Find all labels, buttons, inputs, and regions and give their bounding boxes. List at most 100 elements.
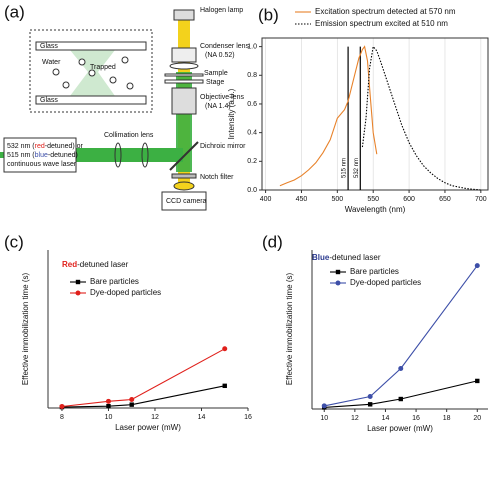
chart-title: Blue-detuned laser xyxy=(312,253,381,262)
x-axis-label: Laser power (mW) xyxy=(115,423,181,432)
chart-panel: (b) 400 450 500 550 600 650 700 0.0 0.2 0.4 0.6 0.8 1… xyxy=(227,5,489,214)
laser-beam xyxy=(75,148,183,162)
y-tick-label: 0.6 xyxy=(247,101,257,108)
component-label: Stage xyxy=(206,79,224,86)
x-tick-label: 550 xyxy=(367,196,379,203)
component-label: Halogen lamp xyxy=(200,7,243,14)
panel-label: (c) xyxy=(4,232,24,251)
camera xyxy=(161,191,207,211)
laser-label-part: blue xyxy=(35,152,48,159)
y-tick-label: 1.0 xyxy=(247,43,257,50)
component-label: (NA 1.4) xyxy=(205,103,231,110)
chart-title-part: -detuned laser xyxy=(77,260,128,269)
x-tick-label: 16 xyxy=(412,415,420,422)
collimation-lens xyxy=(141,142,149,168)
component-label: (NA 0.52) xyxy=(205,52,235,59)
lens xyxy=(169,62,199,70)
data-point xyxy=(129,402,134,407)
x-tick-label: 10 xyxy=(105,414,113,421)
panel-label: (b) xyxy=(258,5,279,24)
legend-marker xyxy=(335,269,341,275)
y-axis-label: Effective immobilization time (s) xyxy=(21,273,30,386)
chart-title-part: Red xyxy=(62,260,77,269)
laser-label-part: 515 nm ( xyxy=(7,152,35,159)
data-point xyxy=(321,403,327,409)
x-tick-label: 18 xyxy=(443,415,451,422)
data-point xyxy=(129,396,135,402)
panel-label: (d) xyxy=(262,232,283,251)
component-label: Notch filter xyxy=(200,174,234,181)
stage xyxy=(164,79,204,84)
legend-marker xyxy=(335,280,341,286)
data-point xyxy=(367,402,373,407)
legend-label: Dye-doped particles xyxy=(90,288,161,297)
legend-label: Dye-doped particles xyxy=(350,278,421,287)
component-label: Dichroic mirror xyxy=(200,143,246,150)
chart-title-part: Blue xyxy=(312,253,330,262)
series-line xyxy=(324,265,478,407)
y-axis-label: Effective immobilization time (s) xyxy=(285,273,294,386)
inset-label: Glass xyxy=(40,43,58,50)
x-tick-label: 14 xyxy=(198,414,206,421)
data-point xyxy=(105,398,111,404)
series-line xyxy=(279,45,378,187)
data-point xyxy=(474,263,480,269)
x-tick-label: 450 xyxy=(296,196,308,203)
legend-marker xyxy=(75,279,81,285)
particles xyxy=(52,56,134,90)
laser-label-part: continuous wave laser xyxy=(7,161,77,168)
x-tick-label: 14 xyxy=(382,415,390,422)
x-tick-label: 16 xyxy=(244,414,252,421)
glass-slab xyxy=(35,41,147,51)
data-point xyxy=(367,394,373,400)
x-axis-label: Wavelength (nm) xyxy=(345,205,406,214)
laser-label-part: -detuned) or xyxy=(45,143,84,150)
series-line xyxy=(61,348,225,408)
sample xyxy=(164,73,204,77)
laser-label-part: 532 nm ( xyxy=(7,143,35,150)
laser-label: 532 nm (red-detuned) or 515 nm (blue-detu… xyxy=(7,143,84,168)
x-tick-label: 10 xyxy=(320,415,328,422)
camera-lens xyxy=(173,181,195,191)
collimation-lens xyxy=(114,142,122,168)
x-tick-label: 400 xyxy=(260,196,272,203)
condenser-lens xyxy=(171,47,197,63)
chart-panel: (d) 10 12 14 16 18 20 Laser power (mW) Effective… xyxy=(262,232,488,433)
series-line xyxy=(361,45,481,191)
legend-label: Bare particles xyxy=(90,277,139,286)
y-tick-label: 0.4 xyxy=(247,129,257,136)
plot-frame xyxy=(261,37,489,191)
objective-lens xyxy=(171,87,197,115)
laser-label-part: red xyxy=(35,143,45,150)
component-label: Condenser lens xyxy=(200,43,250,50)
x-tick-label: 600 xyxy=(403,196,415,203)
y-tick-label: 0.8 xyxy=(247,72,257,79)
laser-box xyxy=(3,137,77,173)
legend-label: Bare particles xyxy=(350,267,399,276)
x-tick-label: 700 xyxy=(475,196,487,203)
reference-label: 532 nm xyxy=(354,158,360,178)
dichroic-mirror xyxy=(169,141,199,171)
series-line xyxy=(324,380,478,408)
inset-label: Glass xyxy=(40,97,58,104)
legend-label: Emission spectrum excited at 510 nm xyxy=(315,19,448,28)
notch-filter xyxy=(171,173,197,179)
inset-label: Water xyxy=(42,59,61,66)
data-point xyxy=(106,403,111,409)
data-point xyxy=(222,346,228,352)
legend-marker xyxy=(75,290,81,296)
y-tick-label: 0.2 xyxy=(247,158,257,165)
setup-diagram: (a) Glass Glass Water Trapped Halogen la… xyxy=(0,2,250,211)
component-label: Sample xyxy=(204,70,228,77)
x-tick-label: 12 xyxy=(351,415,359,422)
y-axis-label: Intensity (a.u.) xyxy=(227,88,236,139)
component-label: Collimation lens xyxy=(104,132,154,139)
chart-panel: (c) 8 10 12 14 16 Laser power (mW) Effective im… xyxy=(4,232,252,432)
laser-label-part: -detuned) xyxy=(48,152,78,159)
component-label: Objective lens xyxy=(200,94,244,101)
inset-label: Trapped xyxy=(90,64,116,71)
chart-title-part: -detuned laser xyxy=(329,253,380,262)
glass-slab xyxy=(35,95,147,105)
x-axis-label: Laser power (mW) xyxy=(367,424,433,433)
